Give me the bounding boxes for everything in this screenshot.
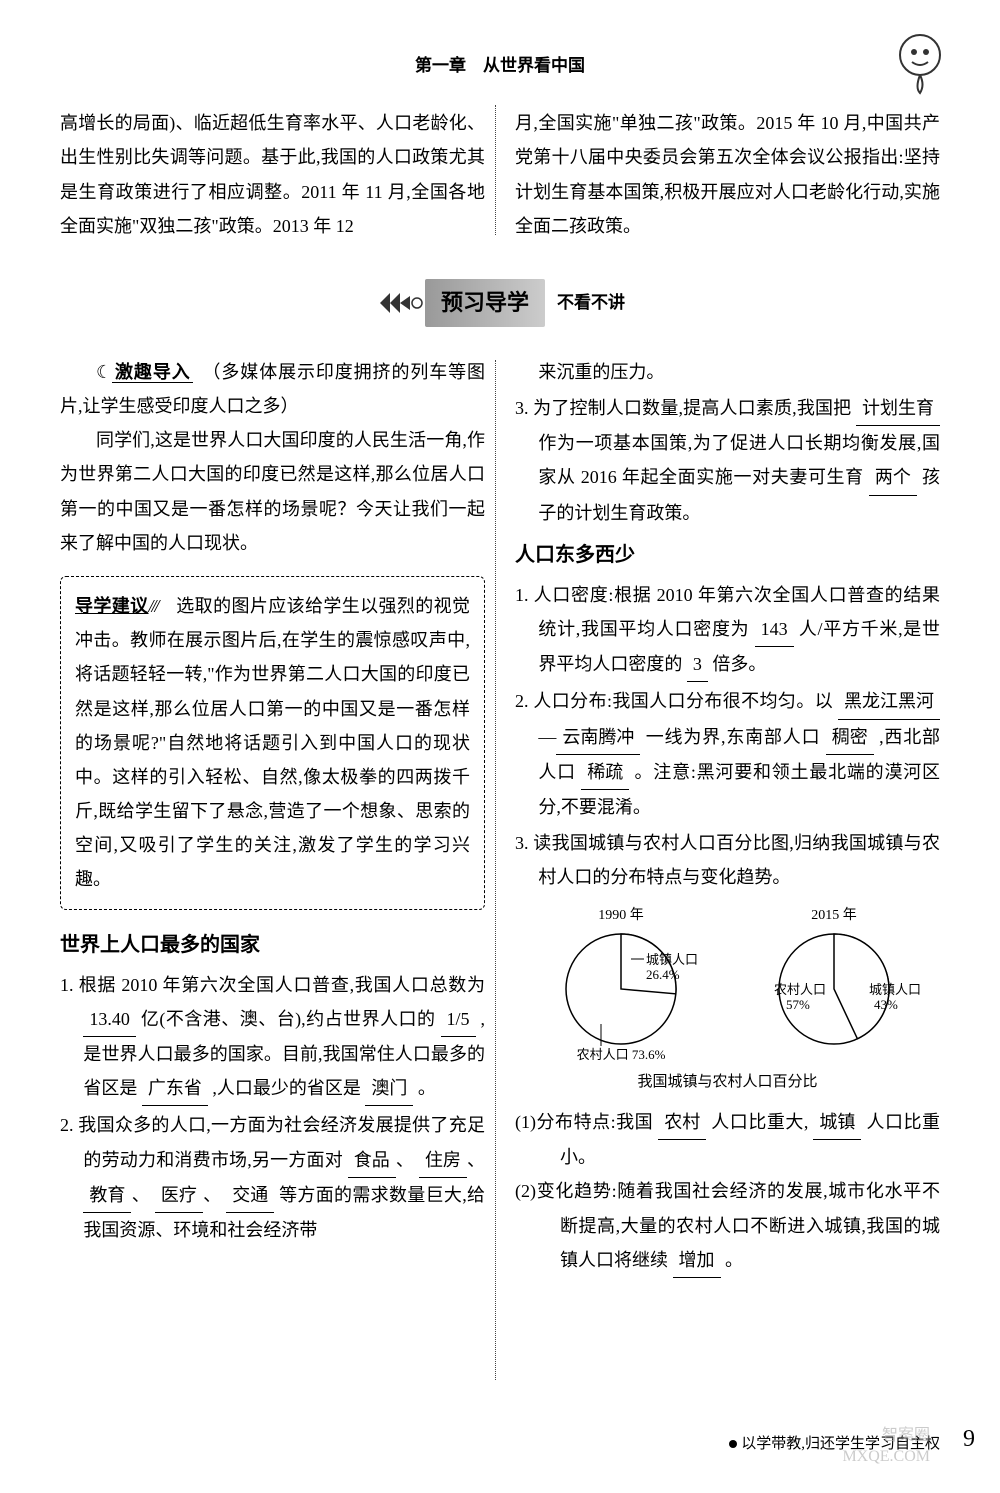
banner-title: 预习导学 [425,279,545,327]
blank-rural: 农村 [658,1105,706,1140]
slash-deco: /// [149,596,158,616]
r2-text2: 一线为界,东南部人口 [646,727,821,747]
blank-fraction: 1/5 [441,1002,476,1037]
c3: 、 [131,1185,150,1205]
banner-sub: 不看不讲 [557,287,625,319]
footer-dot-icon [729,1440,737,1448]
blank-medical: 医疗 [155,1178,203,1213]
blank-density: 143 [755,612,794,647]
blank-housing: 住房 [419,1143,467,1178]
blank-policy: 计划生育 [856,391,940,426]
section-banner: 预习导学 不看不讲 [60,279,940,327]
suggestion-box: 导学建议/// 选取的图片应该给学生以强烈的视觉冲击。教师在展示图片后,在学生的… [60,576,485,910]
svg-text:26.4%: 26.4% [646,967,680,982]
a1-text: (1)分布特点:我国 [515,1112,653,1132]
answer-1: (1)分布特点:我国 农村 人口比重大, 城镇 人口比重小。 [515,1105,940,1174]
blank-food: 食品 [348,1143,396,1178]
blank-increase: 增加 [673,1243,721,1278]
blank-province-least: 澳门 [365,1071,413,1106]
blank-province-most: 广东省 [142,1071,208,1106]
intro-right: 月,全国实施"单独二孩"政策。2015 年 10 月,中国共产党第十八届中央委员… [515,106,940,243]
intro-left: 高增长的局面)、临近超低生育率水平、人口老龄化、出生性别比失调等问题。基于此,我… [60,106,485,243]
c4: 、 [203,1185,222,1205]
right-item-2: 2. 人口分布:我国人口分布很不均匀。以 黑龙江黑河 —云南腾冲 一线为界,东南部… [515,684,940,824]
item-3: 3. 为了控制人口数量,提高人口素质,我国把 计划生育 作为一项基本国策,为了促… [515,391,940,530]
blank-multiple: 3 [687,647,708,682]
jiqu-head: 激趣导入 [112,362,192,383]
column-divider-main [495,360,496,1380]
watermark: 智案圈 MXQE.COM [842,1426,930,1468]
svg-text:城镇人口: 城镇人口 [869,982,921,997]
item-1: 1. 根据 2010 年第六次全国人口普查,我国人口总数为 13.40 亿(不含… [60,968,485,1107]
svg-text:城镇人口: 城镇人口 [646,952,698,967]
svg-text:1990 年: 1990 年 [599,907,645,923]
mascot-image [890,30,950,95]
right-item-1: 1. 人口密度:根据 2010 年第六次全国人口普查的结果统计,我国平均人口密度… [515,578,940,683]
column-divider-top [495,105,496,235]
pie-2015: 2015 年城镇人口43% 农村人口57% [744,904,924,1064]
jiqu-intro: ☾激趣导入 （多媒体展示印度拥挤的列车等图片,让学生感受印度人口之多） [60,355,485,423]
moon-icon: ☾ [96,362,112,382]
page-header: 第一章 从世界看中国 [60,50,940,82]
item1-text4: ,人口最少的省区是 [212,1078,361,1098]
c2: 、 [467,1150,485,1170]
c1: 、 [396,1150,414,1170]
svg-text:57%: 57% [786,997,810,1012]
section2-title: 人口东多西少 [515,536,940,574]
blank-total: 13.40 [83,1002,136,1037]
right-continuation: 来沉重的压力。 [515,355,940,389]
item1-text2: 亿(不含港、澳、台),约占世界人口的 [141,1009,436,1029]
banner-deco-icon [375,288,425,318]
blank-sparse: 稀疏 [581,755,629,790]
r2-text: 2. 人口分布:我国人口分布很不均匀。以 [515,691,833,711]
blank-heihe: 黑龙江黑河 [838,684,940,719]
watermark-line1: 智案圈 [842,1426,930,1447]
a1-text2: 人口比重大, [711,1112,808,1132]
blank-transport: 交通 [226,1178,274,1213]
blank-two: 两个 [869,460,917,495]
pie-charts: 1990 年城镇人口26.4%农村人口 73.6% 2015 年城镇人口43%农… [515,904,940,1064]
item-2: 2. 我国众多的人口,一方面为社会经济发展提供了充足的劳动力和消费市场,另一方面… [60,1108,485,1247]
section1-title: 世界上人口最多的国家 [60,926,485,964]
dash: — [538,727,556,747]
item1-text5: 。 [418,1078,436,1098]
suggestion-body: 选取的图片应该给学生以强烈的视觉冲击。教师在展示图片后,在学生的震惊感叹声中,将… [75,596,470,890]
page-number: 9 [963,1417,975,1463]
blank-urban: 城镇 [813,1105,861,1140]
item1-text: 1. 根据 2010 年第六次全国人口普查,我国人口总数为 [60,975,485,995]
watermark-line2: MXQE.COM [842,1447,930,1468]
right-item-3: 3. 读我国城镇与农村人口百分比图,归纳我国城镇与农村人口的分布特点与变化趋势。 [515,826,940,894]
jiqu-para1: 同学们,这是世界人口大国印度的人民生活一角,作为世界第二人口大国的印度已然是这样… [60,423,485,560]
pie-1990: 1990 年城镇人口26.4% 农村人口 73.6% [531,904,711,1064]
a2-text2: 。 [725,1250,743,1270]
blank-edu: 教育 [83,1178,131,1213]
chart-caption: 我国城镇与农村人口百分比 [515,1068,940,1097]
item3-text: 3. 为了控制人口数量,提高人口素质,我国把 [515,398,851,418]
answer-2: (2)变化趋势:随着我国社会经济的发展,城市化水平不断提高,大量的农村人口不断进… [515,1174,940,1278]
suggestion-head: 导学建议 [75,596,149,616]
svg-text:2015 年: 2015 年 [811,907,857,923]
r1-text3: 倍多。 [712,654,766,674]
svg-text:农村人口: 农村人口 [774,982,826,997]
svg-text:农村人口 73.6%: 农村人口 73.6% [577,1047,666,1062]
blank-tengchong: 云南腾冲 [556,720,640,755]
blank-dense: 稠密 [826,720,874,755]
svg-text:43%: 43% [874,997,898,1012]
